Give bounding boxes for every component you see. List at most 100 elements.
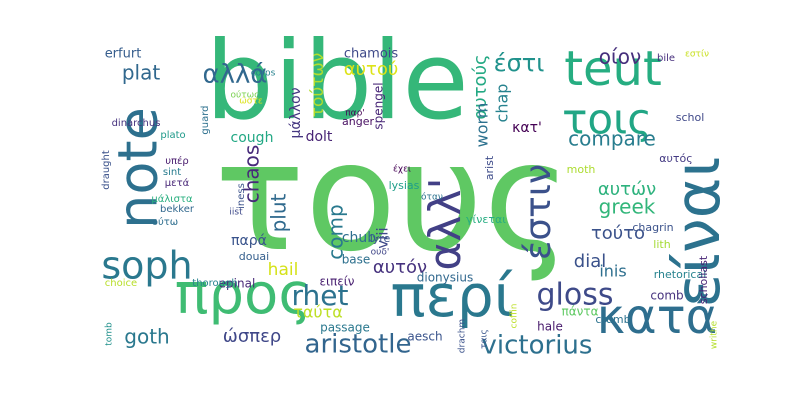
word-3: προς <box>175 262 311 327</box>
word-10: soph <box>101 244 192 288</box>
word-22: plat <box>122 61 161 85</box>
word-95: drachm <box>458 319 468 353</box>
word-25: plut <box>267 193 291 232</box>
word-92: iness <box>236 183 247 209</box>
word-8: τοις <box>562 95 652 144</box>
word-39: viii <box>374 227 392 248</box>
word-45: dolt <box>306 129 333 145</box>
word-50: comb <box>650 289 683 303</box>
word-73: guard <box>200 105 211 134</box>
word-93: iist <box>229 208 243 218</box>
word-41: παρά <box>231 233 267 249</box>
word-11: έστιν <box>518 164 559 260</box>
word-36: τούτων <box>308 53 328 117</box>
word-64: moth <box>567 163 596 176</box>
word-70: schol <box>676 111 705 124</box>
word-76: draught <box>101 150 112 190</box>
word-48: spengel <box>372 82 386 129</box>
word-17: έστι <box>494 49 545 77</box>
word-61: lysias <box>389 179 420 192</box>
word-80: ούτω <box>152 216 178 228</box>
word-83: choice <box>105 278 137 289</box>
word-63: arist <box>483 155 496 180</box>
word-60: γίνεται <box>466 213 506 226</box>
word-90: έχει <box>393 164 411 175</box>
word-20: greek <box>599 195 656 219</box>
word-38: worm <box>473 103 492 148</box>
word-29: dial <box>574 251 606 272</box>
word-59: douai <box>239 250 269 263</box>
word-87: ούτως <box>231 90 260 101</box>
word-28: αυτόν <box>373 257 427 278</box>
word-66: chagrin <box>632 221 673 234</box>
word-68: rhetorical <box>654 268 707 281</box>
word-94: ουδ' <box>371 248 390 258</box>
word-14: aristotle <box>305 330 412 360</box>
word-49: aesch <box>407 330 442 344</box>
word-40: κατ' <box>512 120 542 136</box>
word-98: crumb <box>595 313 630 326</box>
word-82: sint <box>163 167 181 178</box>
word-9: αλλ' <box>420 177 471 270</box>
word-47: chamois <box>344 47 399 62</box>
word-58: lyre <box>370 232 391 245</box>
word-44: μάλλον <box>288 87 304 138</box>
word-99: writhe <box>710 320 720 349</box>
word-91: όταν <box>421 192 443 203</box>
word-53: dionysius <box>417 271 473 285</box>
word-62: anger <box>342 115 374 128</box>
word-13: rhet <box>292 279 349 312</box>
word-35: αυτού <box>344 59 399 80</box>
word-34: αυτούς <box>470 54 491 119</box>
word-89: παρ' <box>345 109 365 119</box>
word-23: comp <box>324 204 348 259</box>
word-42: chub <box>342 230 376 246</box>
word-65: αυτός <box>659 152 692 165</box>
word-81: bekker <box>160 204 195 215</box>
word-55: epinal <box>219 277 256 291</box>
word-6: teut <box>564 41 662 97</box>
word-12: gloss <box>537 278 614 313</box>
word-51: hale <box>537 320 563 334</box>
word-37: chap <box>493 84 512 123</box>
word-27: τούτο <box>591 223 645 244</box>
word-85: tomb <box>105 322 115 346</box>
word-71: bile <box>657 53 675 64</box>
word-52: πάντα <box>562 305 599 319</box>
word-19: οίον <box>599 45 641 69</box>
word-16: αλλά <box>202 60 267 90</box>
word-33: inis <box>599 262 626 281</box>
word-54: passage <box>320 321 370 335</box>
word-43: cough <box>231 130 274 146</box>
word-56: ειπείν <box>319 275 354 289</box>
word-26: αυτών <box>598 179 656 200</box>
word-5: κατά <box>597 289 717 345</box>
word-46: erfurt <box>105 47 142 62</box>
word-57: base <box>342 253 371 267</box>
word-4: είναι <box>661 157 734 308</box>
word-24: chaos <box>240 145 264 204</box>
word-2: περί <box>391 262 514 330</box>
word-31: hail <box>268 260 299 280</box>
word-97: coffin <box>510 304 520 329</box>
word-72: εστίν <box>685 50 709 60</box>
word-67: lith <box>653 238 670 251</box>
word-30: ώσπερ <box>223 326 281 347</box>
word-1: bible <box>205 19 469 144</box>
word-7: note <box>107 107 170 229</box>
word-88: ώστε <box>239 96 263 107</box>
word-0: τους <box>215 111 572 285</box>
word-15: victorius <box>482 331 593 361</box>
word-75: dinarchus <box>112 118 161 129</box>
word-86: corps <box>251 69 276 79</box>
word-69: scholiast <box>697 255 710 304</box>
word-18: compare <box>568 127 656 151</box>
word-32: ταύτα <box>293 303 343 322</box>
word-96: ταις <box>480 329 490 349</box>
word-21: goth <box>124 325 169 349</box>
word-74: plato <box>160 130 185 141</box>
word-79: μάλιστα <box>151 193 193 205</box>
word-84: thorough <box>192 278 237 289</box>
